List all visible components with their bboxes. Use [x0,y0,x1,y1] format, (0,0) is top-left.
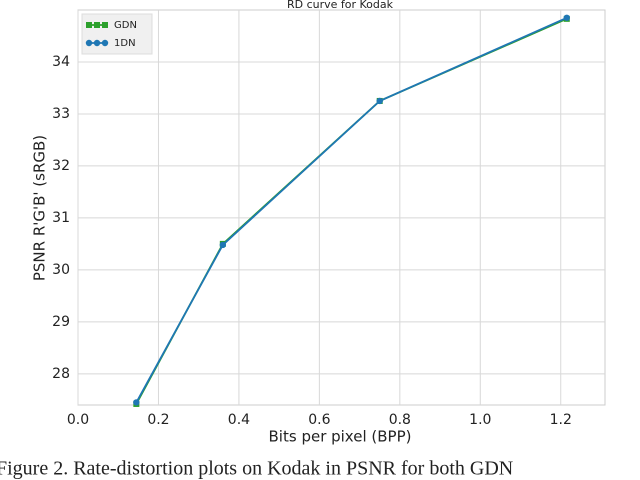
legend-marker [94,22,100,28]
y-tick-label: 34 [52,54,70,70]
series-line [135,16,568,403]
y-tick-label: 29 [52,314,70,330]
legend-box [81,13,153,55]
legend-marker [93,39,101,47]
legend-marker [101,39,109,47]
data-point [219,241,227,249]
x-tick-label: 0.4 [228,412,250,428]
legend-marker [85,39,93,47]
y-tick-label: 28 [52,366,70,382]
y-tick-label: 32 [52,158,70,174]
x-tick-label: 0.0 [67,412,89,428]
y-tick-label: 33 [52,106,70,122]
chart-title: RD curve for Kodak [287,0,394,11]
legend-label: 1DN [114,38,136,49]
x-tick-label: 1.0 [469,412,491,428]
y-tick-label: 31 [52,210,70,226]
legend-marker [86,22,92,28]
legend-label: GDN [114,20,137,31]
data-point [376,97,383,105]
y-axis-label: PSNR R'G'B' (sRGB) [31,135,49,281]
x-tick-label: 0.8 [389,412,411,428]
y-tick-label: 30 [52,262,70,278]
caption: Figure 2. Rate-distortion plots on Kodak… [0,458,513,480]
data-point [133,399,140,406]
x-tick-label: 0.6 [308,412,330,428]
x-tick-label: 1.2 [550,412,572,428]
plot-area [77,9,606,406]
data-point [563,14,570,21]
x-axis-label: Bits per pixel (BPP) [269,428,412,446]
legend-marker [102,22,108,28]
x-tick-label: 0.2 [147,412,169,428]
